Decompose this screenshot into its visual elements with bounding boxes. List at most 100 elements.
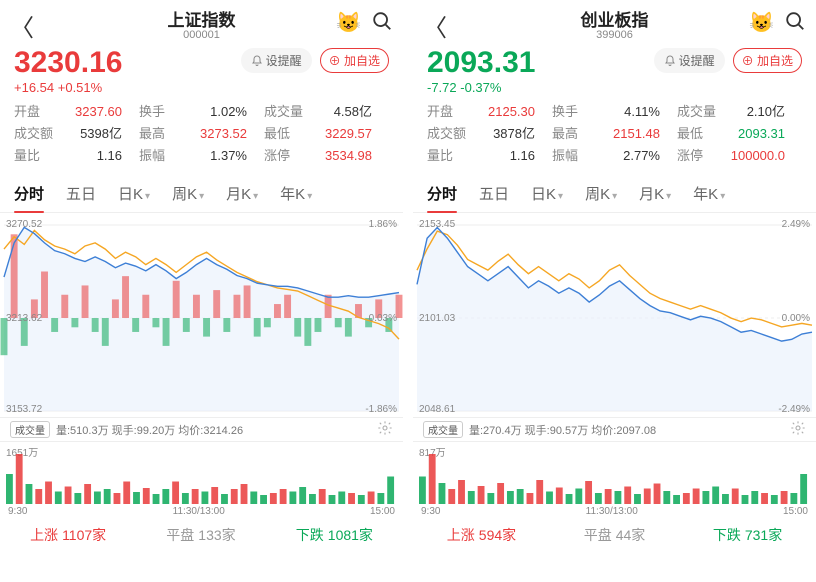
timeframe-tabs: 分时五日日K▾ 周K▾ 月K▾ 年K▾ (413, 177, 816, 213)
tab-2[interactable]: 日K▾ (118, 177, 150, 212)
tab-1[interactable]: 五日 (66, 177, 96, 212)
stat-label: 最高 (139, 123, 183, 145)
up-count: 上涨594家 (447, 525, 516, 545)
stat-value: 2151.48 (596, 123, 660, 145)
volume-chart-area[interactable]: 1651万 (0, 442, 403, 508)
stat-value: 2.10亿 (721, 101, 785, 123)
tab-0[interactable]: 分时 (427, 177, 457, 212)
timeframe-tabs: 分时五日日K▾ 周K▾ 月K▾ 年K▾ (0, 177, 403, 213)
tab-2[interactable]: 日K▾ (531, 177, 563, 212)
tab-0[interactable]: 分时 (14, 177, 44, 212)
panel-left: 〈 上证指数 000001 😺 3230.16 +16.54 +0.51% 设提… (0, 0, 403, 582)
volume-header: 成交量 量:270.4万 现手:90.57万 均价:2097.08 (413, 417, 816, 442)
stat-label: 振幅 (139, 145, 183, 167)
volume-chart-area[interactable]: 817万 (413, 442, 816, 508)
volume-summary: 量:510.3万 现手:99.20万 均价:3214.26 (56, 422, 243, 438)
price-change: -7.72 -0.37% (427, 80, 535, 95)
tab-5[interactable]: 年K▾ (693, 177, 725, 212)
stat-value: 1.02% (183, 101, 247, 123)
stat-label: 成交量 (677, 101, 721, 123)
chart-bot-left-label: 3153.72 (6, 404, 42, 415)
stat-value: 3229.57 (308, 123, 372, 145)
stat-value: 2125.30 (471, 101, 535, 123)
stat-value: 3237.60 (58, 101, 122, 123)
chart-area[interactable]: 3270.52 1.86% 3213.62 0.03% 3153.72 -1.8… (0, 217, 403, 417)
intraday-chart (413, 217, 816, 417)
chart-mid-right-label: 0.00% (782, 313, 810, 324)
chart-top-right-label: 2.49% (782, 219, 810, 230)
stat-label: 最低 (264, 123, 308, 145)
back-icon[interactable]: 〈 (423, 8, 447, 43)
tab-1[interactable]: 五日 (479, 177, 509, 212)
mascot-icon[interactable]: 😺 (749, 10, 774, 35)
stat-row: 量比1.16振幅1.37%涨停3534.98 (14, 145, 389, 167)
stat-label: 成交量 (264, 101, 308, 123)
tab-4[interactable]: 月K▾ (226, 177, 258, 212)
volume-tag[interactable]: 成交量 (10, 421, 50, 438)
chart-bot-right-label: -2.49% (778, 404, 810, 415)
remind-button[interactable]: 设提醒 (654, 48, 725, 73)
price-row: 2093.31 -7.72 -0.37% 设提醒 ⊕ 加自选 (413, 48, 816, 95)
stats-grid: 开盘2125.30换手4.11%成交量2.10亿成交额3878亿最高2151.4… (413, 95, 816, 171)
stat-value: 2.77% (596, 145, 660, 167)
stat-label: 成交额 (14, 123, 58, 145)
volume-summary: 量:270.4万 现手:90.57万 均价:2097.08 (469, 422, 656, 438)
down-count: 下跌1081家 (296, 525, 373, 545)
add-watchlist-button[interactable]: ⊕ 加自选 (320, 48, 389, 73)
chart-bot-right-label: -1.86% (365, 404, 397, 415)
stats-grid: 开盘3237.60换手1.02%成交量4.58亿成交额5398亿最高3273.5… (0, 95, 403, 171)
price-value: 2093.31 (427, 48, 535, 78)
remind-button[interactable]: 设提醒 (241, 48, 312, 73)
stat-label: 振幅 (552, 145, 596, 167)
chart-mid-right-label: 0.03% (369, 313, 397, 324)
header: 〈 创业板指 399006 😺 (413, 0, 816, 46)
back-icon[interactable]: 〈 (10, 8, 34, 43)
tab-4[interactable]: 月K▾ (639, 177, 671, 212)
down-count: 下跌731家 (713, 525, 782, 545)
volume-chart (0, 442, 403, 508)
stat-row: 开盘2125.30换手4.11%成交量2.10亿 (427, 101, 802, 123)
stat-value: 5398亿 (58, 123, 122, 145)
stat-value: 100000.0 (721, 145, 785, 167)
chart-mid-left-label: 2101.03 (419, 313, 455, 324)
breadth-footer: 上涨1107家 平盘133家 下跌1081家 (0, 517, 403, 549)
stat-value: 1.16 (471, 145, 535, 167)
chart-mid-left-label: 3213.62 (6, 313, 42, 324)
tab-5[interactable]: 年K▾ (280, 177, 312, 212)
settings-icon[interactable] (377, 420, 393, 439)
intraday-chart (0, 217, 403, 417)
stat-label: 换手 (552, 101, 596, 123)
stat-label: 涨停 (264, 145, 308, 167)
search-icon[interactable] (784, 10, 806, 37)
settings-icon[interactable] (790, 420, 806, 439)
chart-area[interactable]: 2153.45 2.49% 2101.03 0.00% 2048.61 -2.4… (413, 217, 816, 417)
stat-label: 量比 (427, 145, 471, 167)
chart-top-left-label: 3270.52 (6, 219, 42, 230)
volume-header: 成交量 量:510.3万 现手:99.20万 均价:3214.26 (0, 417, 403, 442)
tab-3[interactable]: 周K▾ (585, 177, 617, 212)
stat-label: 最高 (552, 123, 596, 145)
stat-value: 4.58亿 (308, 101, 372, 123)
index-title: 上证指数 (168, 6, 236, 31)
price-row: 3230.16 +16.54 +0.51% 设提醒 ⊕ 加自选 (0, 48, 403, 95)
add-watchlist-button[interactable]: ⊕ 加自选 (733, 48, 802, 73)
breadth-footer: 上涨594家 平盘44家 下跌731家 (413, 517, 816, 549)
header: 〈 上证指数 000001 😺 (0, 0, 403, 46)
panel-right: 〈 创业板指 399006 😺 2093.31 -7.72 -0.37% 设提醒… (413, 0, 816, 582)
stat-label: 量比 (14, 145, 58, 167)
chart-top-right-label: 1.86% (369, 219, 397, 230)
index-title: 创业板指 (581, 6, 649, 31)
stat-row: 成交额5398亿最高3273.52最低3229.57 (14, 123, 389, 145)
mascot-icon[interactable]: 😺 (336, 10, 361, 35)
stat-value: 3878亿 (471, 123, 535, 145)
volume-tag[interactable]: 成交量 (423, 421, 463, 438)
chart-top-left-label: 2153.45 (419, 219, 455, 230)
stat-label: 成交额 (427, 123, 471, 145)
tab-3[interactable]: 周K▾ (172, 177, 204, 212)
stat-row: 成交额3878亿最高2151.48最低2093.31 (427, 123, 802, 145)
search-icon[interactable] (371, 10, 393, 37)
volume-chart (413, 442, 816, 508)
flat-count: 平盘44家 (584, 525, 646, 545)
up-count: 上涨1107家 (30, 525, 106, 545)
flat-count: 平盘133家 (166, 525, 235, 545)
